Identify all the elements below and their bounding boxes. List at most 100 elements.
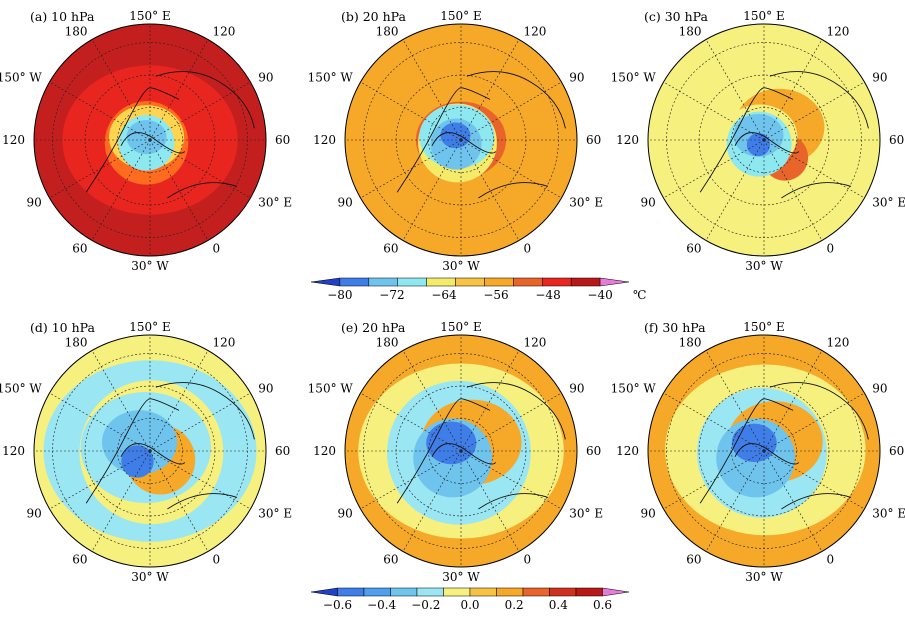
longitude-label: 150° W (611, 382, 657, 396)
longitude-label: 90 (569, 382, 584, 396)
meridian-line (91, 39, 151, 141)
longitude-label: 30° E (872, 196, 905, 210)
map-panel-a: 150° E 120 90 60 30° E 0 30° W 60 90 120 150° W 180… (0, 9, 292, 273)
longitude-label: 0 (213, 552, 221, 566)
meridian-line (705, 350, 765, 452)
longitude-label: 30° W (745, 570, 783, 584)
longitude-label: 90 (337, 196, 352, 210)
meridian-line (360, 139, 462, 199)
colorbar-segment (599, 277, 630, 287)
longitude-label: 0 (524, 241, 532, 255)
colorbar-tick-label: −72 (379, 288, 404, 302)
meridian-line (705, 450, 765, 552)
meridian-line (663, 81, 765, 141)
shade-region (101, 410, 178, 475)
panel-title: (e) 20 hPa (341, 320, 406, 335)
colorbar-segment (549, 587, 577, 597)
colorbar-segment (397, 277, 427, 287)
map-panel-b: 150° E 120 90 60 30° E 0 30° W 60 90 120 150° W 180… (308, 9, 603, 273)
longitude-label: 120 (313, 444, 336, 458)
colorbar-segment (542, 277, 572, 287)
meridian-line (763, 81, 865, 141)
longitude-label: 120 (313, 133, 336, 147)
shade-region (126, 120, 167, 155)
colorbar-segment (426, 277, 456, 287)
map-panel-f: 150° E 120 90 60 30° E 0 30° W 60 90 120 150° W 180… (611, 320, 905, 584)
colorbar-tick-label: −64 (431, 288, 457, 302)
longitude-label: 120 (2, 133, 25, 147)
longitude-label: 60 (889, 444, 904, 458)
colorbar-segment (496, 587, 524, 597)
coastline (396, 382, 566, 510)
colorbar-tick-label: −0.6 (323, 598, 352, 612)
longitude-label: 90 (640, 507, 655, 521)
meridian-line (763, 139, 865, 199)
colorbar-1: −80 −72 −64 −56 −48 −40 ℃ (310, 277, 646, 302)
colorbar-segment (522, 587, 550, 597)
longitude-label: 180 (376, 336, 399, 350)
meridian-line (149, 139, 209, 241)
shade-region (440, 122, 471, 149)
meridian-line (402, 139, 462, 241)
map-boundary (647, 23, 881, 257)
longitude-label: 60 (686, 241, 701, 255)
longitude-label: 150° E (440, 320, 481, 334)
coastline (396, 71, 566, 199)
longitude-label: 60 (383, 241, 398, 255)
longitude-label: 150° E (129, 9, 170, 23)
longitude-label: 90 (872, 71, 887, 85)
longitude-label: 90 (872, 382, 887, 396)
longitude-label: 120 (2, 444, 25, 458)
longitude-label: 30° W (442, 259, 480, 273)
colorbar-tick-label: −0.4 (367, 598, 397, 612)
shade-region (426, 421, 477, 465)
longitude-label: 90 (258, 382, 273, 396)
longitude-label: 0 (827, 241, 835, 255)
meridian-line (149, 81, 251, 141)
map-boundary (344, 23, 578, 257)
colorbar-segment (484, 277, 514, 287)
meridian-line (402, 39, 462, 141)
colorbar-segment (602, 587, 630, 597)
colorbar-unit: ℃ (633, 288, 646, 302)
meridian-line (360, 81, 462, 141)
longitude-label: 120 (827, 336, 850, 350)
panel-title: (b) 20 hPa (341, 9, 407, 24)
longitude-label: 60 (275, 133, 290, 147)
colorbar-tick-label: 0.4 (549, 598, 568, 612)
meridian-line (149, 450, 251, 510)
longitude-label: 180 (65, 25, 88, 39)
longitude-label: 90 (26, 196, 41, 210)
map-panel-c: 150° E 120 90 60 30° E 0 30° W 60 90 120 150° W 180… (611, 9, 905, 273)
meridian-line (460, 139, 562, 199)
meridian-line (460, 450, 520, 552)
meridian-line (460, 392, 562, 452)
longitude-label: 60 (383, 552, 398, 566)
colorbar-segment (443, 587, 471, 597)
meridian-line (49, 450, 151, 510)
longitude-label: 150° W (0, 71, 42, 85)
longitude-label: 90 (569, 71, 584, 85)
meridian-line (402, 450, 462, 552)
longitude-label: 30° E (569, 507, 603, 521)
longitude-label: 150° W (611, 71, 657, 85)
colorbar-segment (363, 587, 391, 597)
meridian-line (49, 392, 151, 452)
longitude-label: 150° E (440, 9, 481, 23)
colorbar-segment (390, 587, 418, 597)
colorbar-segment (570, 277, 601, 287)
meridian-line (91, 350, 151, 452)
meridian-line (149, 392, 251, 452)
meridian-line (460, 81, 562, 141)
map-panel-d: 150° E 120 90 60 30° E 0 30° W 60 90 120 150° W 180… (0, 320, 292, 584)
longitude-label: 0 (524, 552, 532, 566)
meridian-line (460, 39, 520, 141)
longitude-label: 60 (275, 444, 290, 458)
map-boundary (344, 334, 578, 568)
map-boundary (647, 334, 881, 568)
longitude-label: 90 (640, 196, 655, 210)
meridian-line (763, 392, 865, 452)
panel-title: (f) 30 hPa (644, 320, 706, 335)
colorbar-segment (310, 587, 338, 597)
